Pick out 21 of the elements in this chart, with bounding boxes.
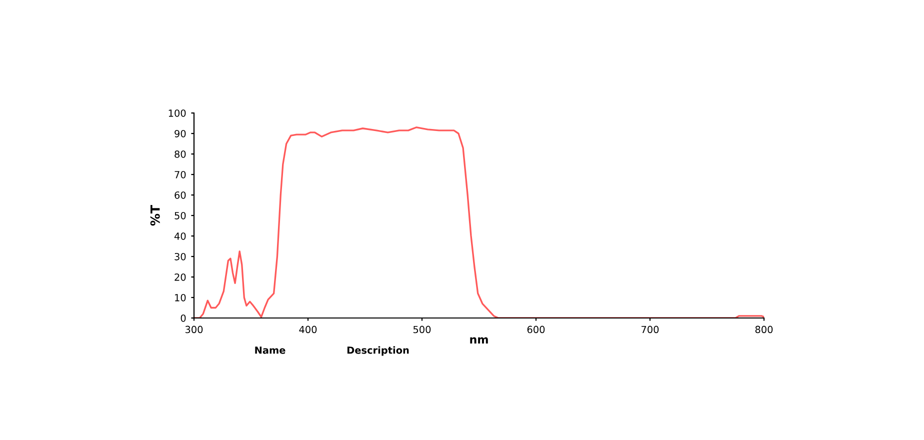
y-tick-label: 60 xyxy=(174,191,186,199)
y-tick-label: 100 xyxy=(168,109,186,117)
x-tick-label: 800 xyxy=(755,326,773,334)
y-tick-label: 40 xyxy=(174,232,186,240)
x-tick-label: 300 xyxy=(185,326,203,334)
y-tick-label: 90 xyxy=(174,130,186,138)
y-tick-label: 0 xyxy=(180,314,186,322)
y-tick-label: 50 xyxy=(174,212,186,220)
y-tick-label: 30 xyxy=(174,252,186,260)
x-axis-title: nm xyxy=(470,337,488,344)
y-tick-label: 10 xyxy=(175,294,186,302)
y-tick-label: 70 xyxy=(174,170,186,178)
x-tick-label: 700 xyxy=(642,326,659,334)
x-tick-label: 600 xyxy=(527,326,545,334)
y-tick-label: 80 xyxy=(174,150,186,158)
y-tick-label: 20 xyxy=(174,273,186,281)
y-axis-title: %T xyxy=(150,205,160,226)
x-tick-label: 500 xyxy=(413,326,431,334)
x-tick-label: 400 xyxy=(299,326,317,334)
text: Name xyxy=(255,346,286,354)
text: Description xyxy=(347,346,409,356)
